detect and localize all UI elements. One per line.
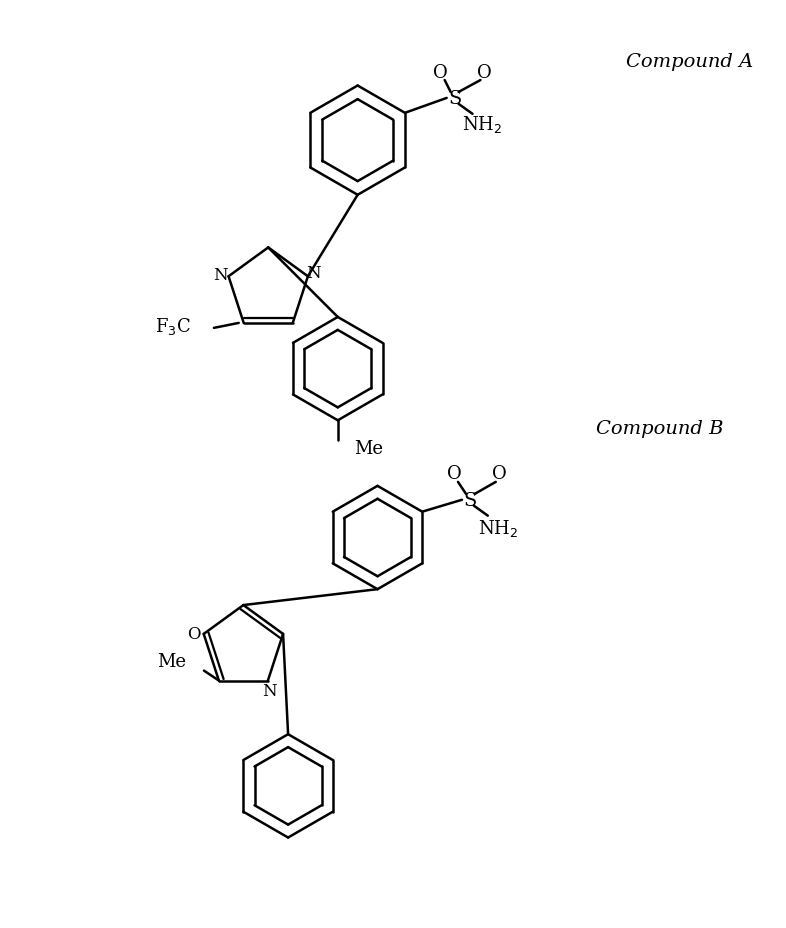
Text: Compound A: Compound A: [626, 53, 753, 71]
Text: F$_3$C: F$_3$C: [155, 316, 191, 337]
Text: Me: Me: [354, 440, 383, 458]
Text: Compound B: Compound B: [596, 419, 724, 438]
Text: S: S: [463, 491, 476, 509]
Text: S: S: [448, 90, 461, 108]
Text: NH$_2$: NH$_2$: [462, 114, 502, 135]
Text: O: O: [477, 64, 492, 82]
Text: N: N: [263, 682, 277, 699]
Text: O: O: [433, 64, 448, 82]
Text: O: O: [492, 464, 507, 483]
Text: N: N: [307, 264, 321, 281]
Text: NH$_2$: NH$_2$: [478, 518, 518, 538]
Text: N: N: [213, 266, 228, 283]
Text: O: O: [187, 625, 200, 643]
Text: O: O: [446, 464, 461, 483]
Text: Me: Me: [157, 652, 186, 670]
